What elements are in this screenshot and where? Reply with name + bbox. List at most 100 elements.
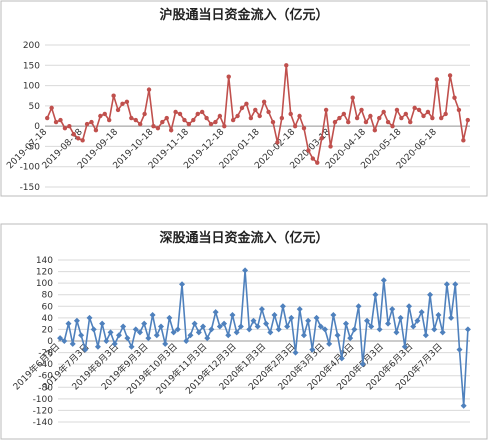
data-point bbox=[111, 340, 118, 347]
y-tick-label: -20 bbox=[38, 349, 53, 359]
data-point bbox=[321, 326, 328, 333]
data-point bbox=[309, 346, 316, 353]
data-point bbox=[292, 349, 299, 356]
data-point bbox=[153, 332, 160, 339]
data-point bbox=[359, 107, 364, 113]
data-point bbox=[372, 128, 378, 133]
data-point bbox=[137, 121, 143, 127]
data-point bbox=[248, 115, 254, 121]
data-point bbox=[394, 107, 400, 113]
data-point bbox=[300, 332, 307, 339]
y-tick-label: 60 bbox=[42, 302, 54, 312]
data-point bbox=[288, 314, 295, 321]
data-point bbox=[380, 277, 387, 284]
data-point bbox=[279, 303, 286, 310]
data-point bbox=[397, 314, 404, 321]
data-point bbox=[363, 119, 369, 125]
data-point bbox=[216, 323, 223, 330]
data-point bbox=[385, 320, 392, 327]
data-point bbox=[82, 346, 89, 353]
data-point bbox=[222, 123, 227, 129]
data-point bbox=[217, 113, 223, 119]
data-point bbox=[141, 320, 148, 327]
data-point bbox=[191, 117, 196, 123]
data-point bbox=[132, 326, 139, 333]
data-point bbox=[346, 119, 351, 125]
data-point bbox=[448, 314, 455, 321]
data-point bbox=[250, 317, 257, 324]
data-point bbox=[170, 329, 177, 336]
data-point bbox=[421, 113, 426, 119]
data-point bbox=[452, 281, 459, 288]
data-point bbox=[319, 136, 324, 141]
data-point bbox=[67, 123, 72, 129]
data-point bbox=[195, 329, 202, 336]
data-point bbox=[225, 332, 232, 339]
y-tick-label: 100 bbox=[23, 82, 40, 92]
data-point bbox=[213, 119, 218, 125]
data-point bbox=[385, 119, 391, 125]
data-point bbox=[49, 105, 54, 111]
data-point bbox=[258, 306, 265, 313]
data-point bbox=[195, 111, 200, 117]
data-point bbox=[179, 281, 186, 288]
data-point bbox=[145, 335, 152, 342]
data-point bbox=[330, 311, 337, 318]
data-point bbox=[422, 332, 429, 339]
data-point bbox=[284, 323, 291, 330]
data-point bbox=[275, 326, 282, 333]
y-tick-label: 150 bbox=[23, 61, 40, 71]
data-point bbox=[351, 326, 358, 333]
data-point bbox=[221, 320, 228, 327]
data-point bbox=[341, 111, 347, 117]
data-point bbox=[73, 317, 80, 324]
data-point bbox=[350, 95, 355, 100]
data-point bbox=[279, 115, 285, 121]
data-point bbox=[151, 123, 156, 129]
y-tick-label: 40 bbox=[42, 314, 54, 324]
data-point bbox=[115, 332, 122, 339]
data-point bbox=[233, 329, 240, 336]
data-point bbox=[166, 314, 173, 321]
data-point bbox=[337, 115, 342, 121]
data-point bbox=[460, 402, 467, 409]
y-tick-label: -80 bbox=[38, 383, 53, 393]
data-point bbox=[65, 320, 72, 327]
data-point bbox=[212, 309, 219, 316]
data-point bbox=[447, 73, 453, 78]
data-point bbox=[187, 332, 194, 339]
chart-frame bbox=[0, 223, 488, 440]
data-point bbox=[115, 107, 121, 113]
y-tick-label: 80 bbox=[42, 291, 54, 301]
data-point bbox=[292, 123, 298, 129]
data-point bbox=[372, 291, 379, 298]
y-tick-label: -120 bbox=[33, 406, 54, 416]
data-point bbox=[427, 291, 434, 298]
y-tick-label: 100 bbox=[36, 279, 53, 289]
data-point bbox=[164, 115, 169, 121]
data-point bbox=[355, 303, 362, 310]
data-point bbox=[435, 311, 442, 318]
data-point bbox=[173, 109, 178, 115]
data-point bbox=[465, 117, 470, 123]
data-point bbox=[342, 320, 349, 327]
data-point bbox=[275, 140, 280, 145]
chart-frame bbox=[0, 0, 488, 197]
data-point bbox=[174, 326, 181, 333]
data-point bbox=[239, 105, 245, 111]
data-point bbox=[443, 111, 448, 117]
data-point bbox=[266, 109, 271, 115]
data-point bbox=[377, 115, 382, 121]
data-point bbox=[124, 99, 130, 105]
data-point bbox=[242, 267, 249, 274]
data-point bbox=[412, 105, 417, 111]
data-point bbox=[416, 107, 422, 113]
data-point bbox=[229, 311, 236, 318]
data-point bbox=[102, 111, 107, 117]
data-point bbox=[86, 314, 93, 321]
y-tick-label: -60 bbox=[38, 372, 53, 382]
data-point bbox=[155, 125, 161, 131]
data-point bbox=[425, 109, 431, 115]
data-point bbox=[271, 311, 278, 318]
